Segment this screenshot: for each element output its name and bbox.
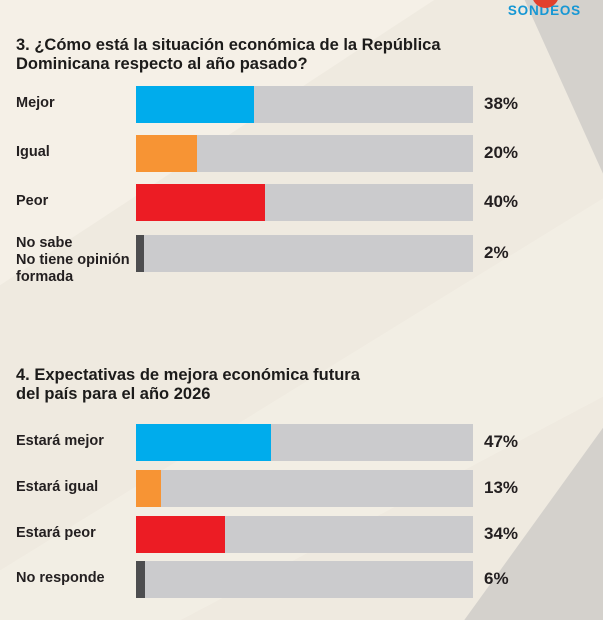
bar-value: 2% — [484, 243, 509, 262]
bar-row-no-sabe: No sabe No tiene opinión formada 2% — [16, 235, 509, 286]
bar-label: No responde — [16, 570, 105, 586]
bar-value: 34% — [484, 524, 519, 543]
bar-value: 38% — [484, 94, 519, 113]
bar-value: 20% — [484, 143, 519, 162]
question-3-title: 3. ¿Cómo está la situación económica de … — [16, 36, 441, 73]
bar-track — [136, 135, 473, 172]
bar-label: No sabe No tiene opinión formada — [16, 235, 130, 285]
bar-value: 40% — [484, 192, 519, 211]
logo-red-dot-icon — [531, 0, 559, 8]
bar-value: 47% — [484, 432, 519, 451]
bar-fill — [136, 470, 162, 507]
bar-fill — [136, 235, 145, 272]
bar-row-no-responde: No responde 6% — [16, 561, 509, 598]
bar-label: Mejor — [16, 95, 55, 111]
bar-track — [136, 184, 473, 221]
bar-label: Igual — [16, 144, 50, 160]
question-4-title: 4. Expectativas de mejora económica futu… — [16, 366, 360, 403]
bar-label: Estará peor — [16, 525, 96, 541]
bar-track — [136, 470, 473, 507]
bar-label: Peor — [16, 193, 49, 209]
bar-fill — [136, 86, 254, 123]
bar-fill — [136, 516, 226, 553]
logo-text: SONDEOS — [507, 3, 581, 18]
bar-row-igual: Igual 20% — [16, 135, 518, 172]
bar-value: 6% — [484, 569, 509, 588]
bar-row-estara-igual: Estará igual 13% — [16, 470, 518, 507]
bar-label: Estará mejor — [16, 433, 104, 449]
bar-fill — [136, 184, 266, 221]
bar-track — [136, 516, 473, 553]
bar-fill — [136, 561, 146, 598]
bar-track — [136, 561, 473, 598]
bar-fill — [136, 424, 271, 461]
bar-row-mejor: Mejor 38% — [16, 86, 518, 123]
sondeos-logo: SONDEOS — [507, 0, 581, 20]
bar-row-estara-mejor: Estará mejor 47% — [16, 424, 518, 461]
bar-label: Estará igual — [16, 479, 99, 495]
bar-fill — [136, 135, 197, 172]
bar-track — [136, 86, 473, 123]
bar-track — [136, 424, 473, 461]
bar-row-estara-peor: Estará peor 34% — [16, 516, 518, 553]
bar-value: 13% — [484, 478, 519, 497]
bar-track — [136, 235, 473, 272]
bar-row-peor: Peor 40% — [16, 184, 518, 221]
